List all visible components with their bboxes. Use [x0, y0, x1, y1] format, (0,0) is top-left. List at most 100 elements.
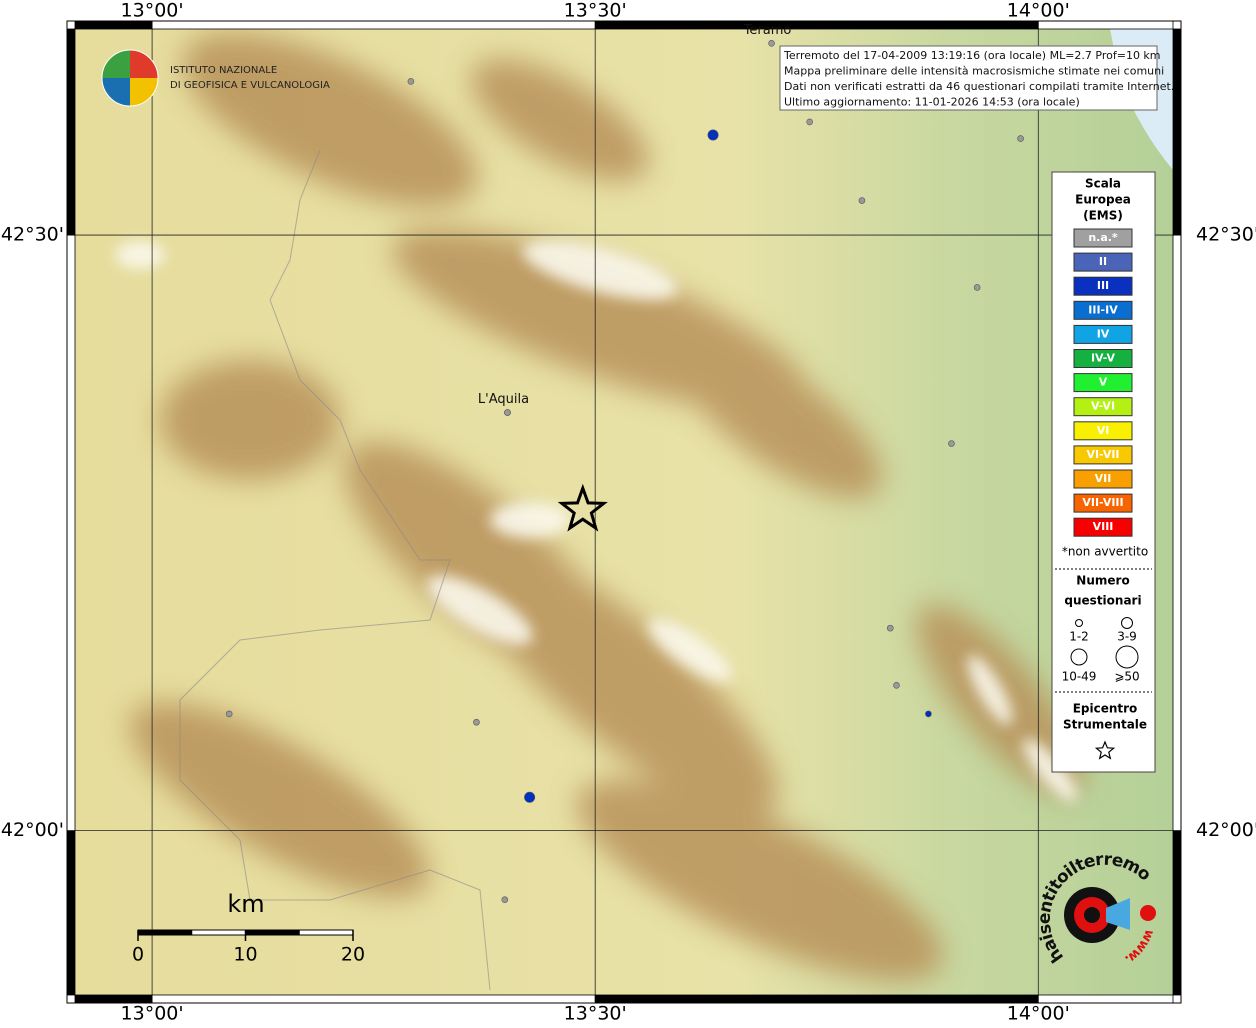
legend-swatch: [1073, 324, 1133, 344]
legend-swatch: [1073, 445, 1133, 465]
frame-band: [594, 994, 1039, 1004]
legend-size: [1121, 617, 1133, 629]
legend-title: questionari: [1064, 594, 1141, 608]
legend-title: Epicentro: [1073, 702, 1138, 716]
legend-swatch: [1073, 517, 1133, 537]
lon-label: 13°30': [564, 1003, 627, 1025]
frame-band: [74, 20, 153, 30]
lon-label: 13°00': [121, 1003, 184, 1025]
intensity-point: [806, 118, 813, 126]
intensity-point: [473, 718, 480, 726]
scale-segment: [137, 929, 193, 936]
city-label: Teramo: [743, 23, 792, 38]
city-marker: [768, 39, 775, 47]
legend-size-label: ⩾50: [1114, 670, 1139, 684]
lon-label: 13°00': [121, 0, 184, 22]
legend-title: Scala: [1085, 177, 1121, 191]
legend-swatch: [1073, 276, 1133, 296]
legend-swatch: [1073, 421, 1133, 441]
legend-swatch: [1073, 349, 1133, 368]
intensity-point: [524, 791, 536, 803]
lat-label: 42°30': [1, 224, 64, 246]
logo-text: DI GEOFISICA E VULCANOLOGIA: [170, 80, 330, 91]
info-line: Terremoto del 17-04-2009 13:19:16 (ora l…: [783, 49, 1161, 62]
info-line: Ultimo aggiornamento: 11-01-2026 14:53 (…: [784, 96, 1080, 109]
frame-band: [66, 234, 76, 832]
legend-label: II: [1099, 255, 1107, 268]
intensity-point: [1017, 135, 1024, 142]
intensity-point: [887, 624, 894, 632]
frame-band: [594, 20, 1039, 30]
graticule: [75, 29, 1173, 995]
epicenter: [557, 483, 608, 532]
frame-band: [1172, 234, 1182, 832]
legend-swatch: [1073, 469, 1133, 489]
intensity-point: [501, 896, 509, 904]
info-line: Dati non verificati estratti da 46 quest…: [784, 80, 1174, 93]
scale-segment: [298, 929, 354, 936]
legend-size: [1070, 648, 1088, 666]
scale-label: 20: [341, 944, 365, 966]
lon-label: 14°00': [1007, 0, 1070, 22]
legend-title: Europea: [1075, 193, 1131, 207]
info-box: [779, 45, 1158, 111]
intensity-point: [893, 682, 900, 689]
intensity-point: [225, 710, 233, 718]
scale-unit: km: [227, 890, 264, 918]
legend-size-label: 1-2: [1069, 630, 1089, 644]
lat-label: 42°00': [1196, 819, 1256, 841]
legend-label: VI: [1097, 424, 1110, 437]
frame-band: [151, 20, 596, 30]
legend-swatch: [1073, 228, 1133, 248]
map-marks: Teramo L'Aquila: [225, 23, 1024, 904]
frame-border: [66, 20, 1182, 1004]
map-frame: [66, 20, 1182, 1004]
legend-swatch: [1073, 397, 1133, 417]
legend-title: Numero: [1076, 574, 1129, 588]
scale-segment: [245, 929, 300, 936]
logo-text: ISTITUTO NAZIONALE: [170, 65, 277, 76]
legend-star: [1094, 740, 1116, 760]
lat-label: 42°30': [1196, 224, 1256, 246]
scale-segment: [191, 929, 246, 936]
legend-swatch: [1073, 373, 1133, 393]
legend-size: [1115, 645, 1139, 669]
terrain: [75, 29, 1173, 995]
intensity-point: [973, 284, 981, 291]
scale-label: 0: [132, 944, 144, 966]
legend-label: IV-V: [1091, 352, 1116, 365]
lon-label: 14°00': [1007, 1003, 1070, 1025]
intensity-point: [925, 710, 932, 718]
legend-swatch: [1073, 252, 1133, 272]
legend-label: VI-VII: [1086, 448, 1119, 461]
legend-label: VII-VIII: [1082, 496, 1123, 509]
scale-label: 10: [233, 944, 257, 966]
legend-size: [1075, 619, 1083, 627]
legend-note: *non avvertito: [1062, 545, 1148, 559]
legend-label: III: [1097, 279, 1109, 292]
frame-band: [1037, 20, 1174, 30]
frame-band: [151, 994, 596, 1004]
frame-band: [1172, 830, 1182, 996]
legend-size-label: 10-49: [1062, 670, 1097, 684]
city-label: L'Aquila: [478, 392, 529, 407]
scale-bar: 0 10 20 km: [132, 890, 365, 966]
legend-label: V-VI: [1091, 400, 1115, 413]
lon-label: 13°30': [564, 0, 627, 22]
info-line: Mappa preliminare delle intensità macros…: [784, 65, 1164, 78]
legend-swatch: [1073, 493, 1133, 513]
legend-size-label: 3-9: [1117, 630, 1137, 644]
legend-label: VII: [1095, 472, 1112, 485]
legend-swatch: [1073, 300, 1133, 320]
intensity-point: [407, 78, 415, 85]
frame-band: [66, 28, 76, 236]
lat-label: 42°00': [1, 819, 64, 841]
intensity-point: [948, 440, 955, 447]
legend: ScalaEuropea(EMS)n.a.*IIIIIIII-IVIVIV-VV…: [1051, 171, 1156, 773]
legend-label: III-IV: [1088, 303, 1118, 316]
legend-label: VIII: [1093, 520, 1114, 533]
frame-band: [66, 830, 76, 996]
city-marker: [504, 409, 511, 416]
frame-band: [1172, 28, 1182, 236]
